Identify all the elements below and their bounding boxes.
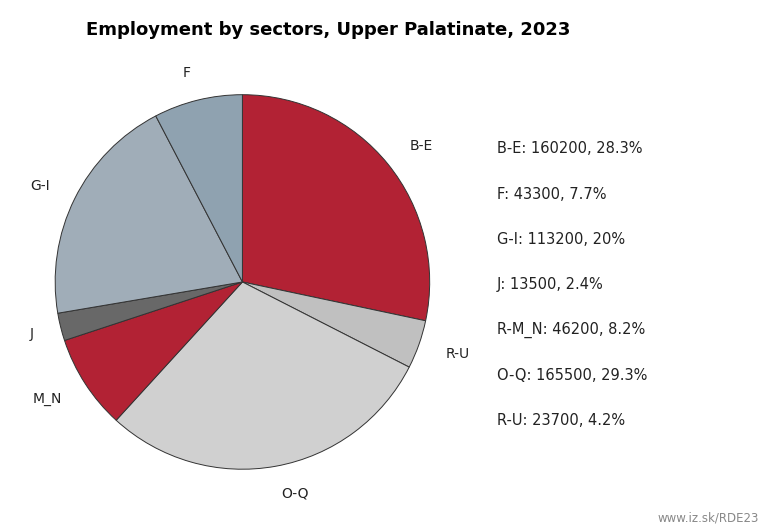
Wedge shape — [242, 95, 429, 321]
Wedge shape — [58, 282, 242, 340]
Text: B-E: B-E — [410, 139, 433, 153]
Text: B-E: 160200, 28.3%: B-E: 160200, 28.3% — [497, 142, 642, 156]
Wedge shape — [117, 282, 409, 469]
Text: R-U: 23700, 4.2%: R-U: 23700, 4.2% — [497, 413, 625, 428]
Text: R-U: R-U — [446, 347, 469, 361]
Wedge shape — [242, 282, 425, 367]
Text: G-I: G-I — [30, 179, 49, 193]
Wedge shape — [156, 95, 242, 282]
Text: J: J — [30, 327, 34, 340]
Text: G-I: 113200, 20%: G-I: 113200, 20% — [497, 232, 625, 247]
Text: M_N: M_N — [32, 392, 62, 406]
Wedge shape — [56, 116, 242, 313]
Text: R-M_N: 46200, 8.2%: R-M_N: 46200, 8.2% — [497, 322, 645, 338]
Wedge shape — [65, 282, 242, 420]
Text: O-Q: O-Q — [281, 487, 308, 501]
Text: Employment by sectors, Upper Palatinate, 2023: Employment by sectors, Upper Palatinate,… — [86, 21, 571, 39]
Text: F: F — [183, 66, 191, 80]
Text: www.iz.sk/RDE23: www.iz.sk/RDE23 — [657, 511, 759, 524]
Text: J: 13500, 2.4%: J: 13500, 2.4% — [497, 277, 604, 292]
Text: F: 43300, 7.7%: F: 43300, 7.7% — [497, 187, 606, 202]
Text: O-Q: 165500, 29.3%: O-Q: 165500, 29.3% — [497, 368, 647, 383]
